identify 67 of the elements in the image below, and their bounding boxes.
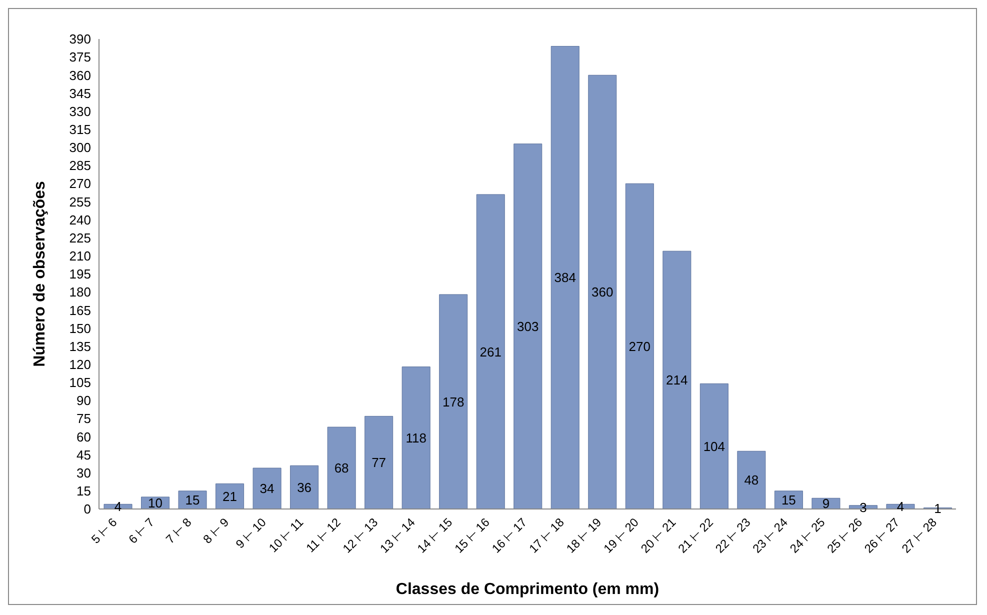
data-label: 261	[480, 344, 502, 360]
y-tick-label: 75	[76, 411, 91, 426]
bar	[439, 294, 468, 509]
y-tick-label: 330	[69, 104, 91, 119]
data-label: 36	[297, 480, 312, 495]
data-label: 48	[744, 472, 759, 488]
bar	[327, 426, 356, 509]
bar	[550, 46, 580, 509]
data-label: 118	[406, 430, 426, 446]
x-tick-label: 7 ⊢ 8	[163, 514, 195, 546]
data-label: 15	[185, 492, 200, 508]
data-label: 303	[517, 319, 539, 334]
data-label: 270	[628, 338, 651, 354]
y-tick-label: 225	[69, 230, 91, 246]
data-label: 9	[822, 496, 830, 512]
bar	[290, 465, 319, 509]
bar	[588, 74, 617, 509]
bar	[252, 468, 282, 509]
x-tick-label: 8 ⊢ 9	[200, 514, 232, 546]
data-label: 178	[442, 394, 464, 410]
y-tick-label: 270	[69, 176, 91, 192]
y-tick-label: 240	[69, 212, 91, 228]
y-tick-label: 90	[76, 393, 91, 408]
data-label: 360	[592, 284, 614, 300]
data-label: 21	[222, 488, 238, 504]
x-axis-title: Classes de Comprimento (em mm)	[396, 581, 660, 598]
bar	[662, 250, 692, 509]
bar	[514, 144, 542, 509]
bar	[402, 366, 430, 509]
y-tick-label: 315	[69, 122, 91, 137]
y-tick-label: 255	[69, 194, 91, 210]
bar	[364, 416, 394, 509]
data-label: 10	[148, 496, 162, 511]
y-tick-label: 165	[69, 302, 91, 318]
y-tick-label: 60	[76, 429, 91, 444]
y-tick-label: 0	[84, 502, 91, 517]
y-tick-label: 30	[76, 465, 91, 480]
bar	[625, 183, 654, 509]
y-tick-label: 300	[69, 140, 91, 156]
data-label: 104	[703, 438, 726, 454]
y-tick-label: 180	[69, 284, 91, 300]
data-label: 15	[781, 492, 796, 508]
bar	[216, 483, 244, 509]
y-tick-label: 285	[69, 158, 91, 174]
y-tick-label: 195	[69, 266, 91, 282]
y-tick-label: 105	[69, 375, 91, 390]
data-label: 214	[666, 372, 688, 388]
y-tick-label: 45	[76, 447, 91, 462]
y-tick-label: 375	[69, 50, 91, 65]
bar	[737, 450, 766, 509]
y-tick-label: 120	[69, 357, 91, 372]
x-tick-label: 6 ⊢ 7	[126, 514, 158, 546]
x-tick-label: 5 ⊢ 6	[88, 514, 120, 546]
data-label: 68	[334, 460, 349, 476]
y-tick-label: 15	[76, 484, 91, 499]
y-tick-label: 135	[69, 338, 91, 354]
data-label: 77	[372, 455, 386, 470]
y-tick-label: 360	[69, 68, 91, 83]
y-axis-title: Número de observações	[32, 180, 49, 367]
bar	[700, 383, 728, 509]
data-label: 384	[554, 270, 576, 286]
data-label: 34	[260, 481, 274, 496]
y-tick-label: 390	[69, 32, 91, 47]
bar	[476, 194, 505, 509]
y-tick-label: 150	[69, 320, 91, 336]
y-tick-label: 345	[69, 86, 91, 101]
y-tick-label: 210	[69, 248, 91, 264]
